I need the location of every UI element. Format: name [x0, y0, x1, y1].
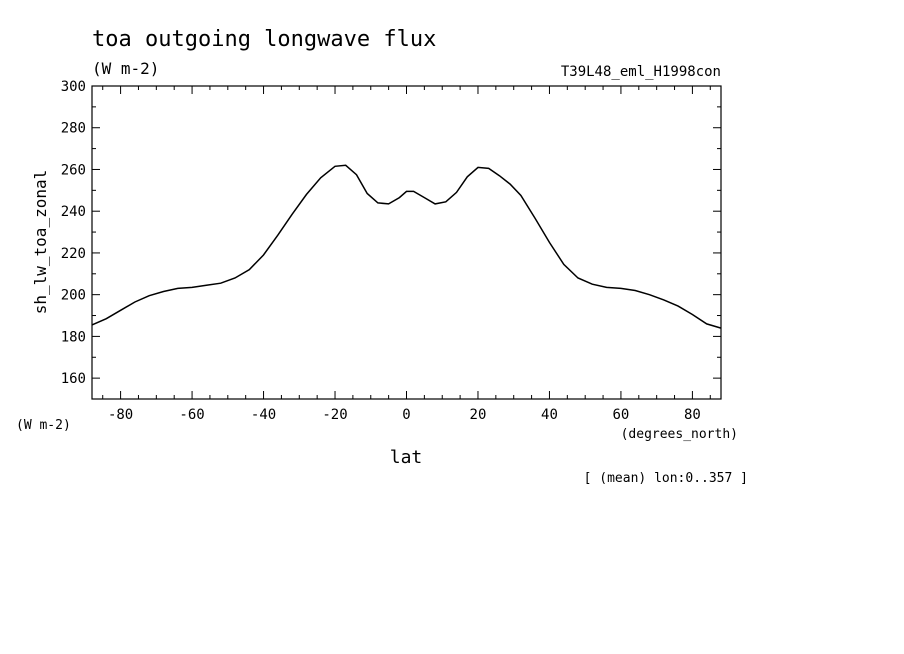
x-tick-label: -40	[251, 407, 276, 423]
series-line	[91, 164, 722, 329]
tick-labels: -80 -60 -40 -20 0 20 40 60 80 160 180 200 220 240 260 2…	[61, 79, 701, 423]
x-tick-label: 0	[402, 407, 410, 423]
axis-ticks	[92, 86, 721, 399]
experiment-label: T39L48_eml_H1998con	[561, 64, 721, 80]
x-tick-label: 60	[613, 407, 630, 423]
x-tick-label: -20	[322, 407, 347, 423]
x-tick-label: 20	[470, 407, 487, 423]
y-tick-label: 280	[61, 121, 86, 137]
chart-subtitle-units: (W m-2)	[92, 59, 159, 78]
y-tick-label: 160	[61, 371, 86, 387]
y-axis-label: sh_lw_toa_zonal	[31, 170, 50, 315]
x-tick-label: -60	[179, 407, 204, 423]
y-axis-units: (W m-2)	[16, 418, 71, 433]
x-tick-label: 40	[541, 407, 558, 423]
y-tick-label: 180	[61, 329, 86, 345]
x-tick-label: -80	[108, 407, 133, 423]
averaging-note: [ (mean) lon:0..357 ]	[584, 471, 748, 486]
plot-frame	[91, 85, 722, 400]
y-tick-label: 240	[61, 204, 86, 220]
y-tick-label: 200	[61, 288, 86, 304]
y-tick-label: 220	[61, 246, 86, 262]
x-axis-units: (degrees_north)	[621, 427, 738, 442]
x-tick-label: 80	[684, 407, 701, 423]
y-tick-label: 260	[61, 162, 86, 178]
chart-title: toa outgoing longwave flux	[92, 27, 436, 52]
y-tick-label: 300	[61, 79, 86, 95]
x-axis-label: lat	[390, 447, 423, 468]
